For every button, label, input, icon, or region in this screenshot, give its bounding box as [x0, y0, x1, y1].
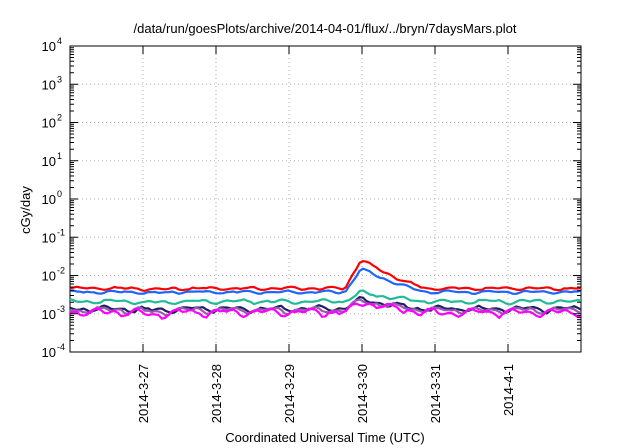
x-tick-label: 2014-3-29: [282, 364, 297, 423]
x-tick-label: 2014-3-28: [209, 364, 224, 423]
y-tick-exponent: 4: [57, 36, 62, 46]
y-axis-label: cGy/day: [18, 186, 33, 234]
y-tick-exponent: -1: [57, 227, 65, 237]
x-tick-label: 2014-4-1: [501, 364, 516, 416]
y-tick-label: 10: [42, 230, 56, 245]
series-line-red: [69, 260, 582, 292]
y-tick-label: 10: [42, 345, 56, 360]
series-group: [69, 260, 582, 320]
x-axis-ticks: 2014-3-27 2014-3-28 2014-3-29 2014-3-30 2014…: [136, 46, 516, 423]
y-tick-exponent: 2: [57, 113, 62, 123]
series-line-navy: [69, 296, 582, 315]
y-tick-label: 10: [42, 77, 56, 92]
grid: [70, 46, 581, 352]
y-tick-exponent: -2: [57, 266, 65, 276]
y-tick-exponent: -3: [57, 304, 65, 314]
x-axis-label: Coordinated Universal Time (UTC): [225, 430, 424, 445]
series-line-blue: [69, 267, 582, 295]
x-tick-label: 2014-3-31: [428, 364, 443, 423]
y-tick-label: 10: [42, 116, 56, 131]
y-tick-label: 10: [42, 307, 56, 322]
series-line-purple: [69, 298, 582, 317]
y-tick-label: 10: [42, 269, 56, 284]
x-tick-label: 2014-3-27: [136, 364, 151, 423]
series-line-teal: [69, 289, 582, 306]
y-tick-label: 10: [42, 192, 56, 207]
y-tick-exponent: 3: [57, 74, 62, 84]
y-tick-exponent: 0: [57, 189, 62, 199]
x-tick-label: 2014-3-30: [355, 364, 370, 423]
y-tick-exponent: 1: [57, 151, 62, 161]
y-tick-exponent: -4: [57, 342, 65, 352]
series-line-magenta: [69, 302, 582, 320]
y-tick-label: 10: [42, 154, 56, 169]
y-tick-label: 10: [42, 39, 56, 54]
chart-title: /data/run/goesPlots/archive/2014-04-01/f…: [134, 21, 517, 36]
